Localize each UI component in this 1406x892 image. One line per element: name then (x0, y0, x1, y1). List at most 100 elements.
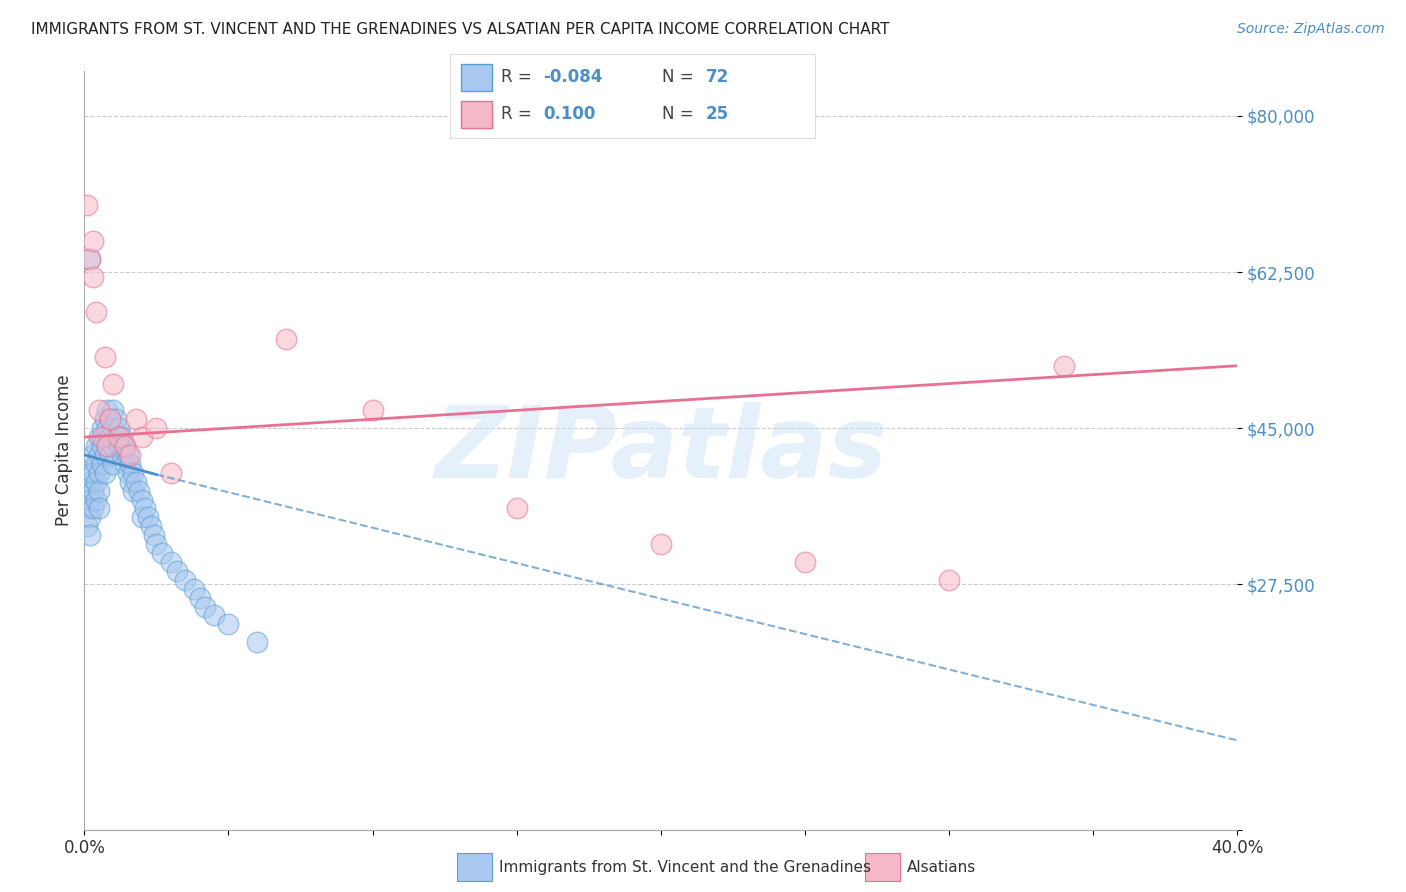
Point (111, 448, 134, 462)
Point (103, 457, 124, 471)
Text: 25: 25 (706, 105, 728, 123)
Point (183, 582, 205, 596)
Point (160, 555, 183, 569)
Point (93, 350, 115, 364)
Point (87, 466, 110, 480)
Point (131, 430, 153, 444)
Point (87, 403, 110, 417)
Point (76, 501, 98, 516)
Point (87, 501, 110, 516)
Text: 72: 72 (706, 68, 730, 87)
Point (174, 573, 197, 587)
Point (120, 448, 142, 462)
Point (108, 439, 131, 453)
Point (79, 466, 101, 480)
Point (794, 555, 817, 569)
Point (84, 305, 107, 319)
Point (1053, 359, 1076, 373)
Point (136, 510, 159, 524)
Point (79, 252, 101, 266)
Point (87, 483, 110, 498)
Point (111, 430, 134, 444)
Point (90, 421, 112, 435)
Y-axis label: Per Capita Income: Per Capita Income (55, 375, 73, 526)
Point (125, 475, 148, 489)
Point (131, 510, 153, 524)
Point (120, 475, 142, 489)
Point (131, 492, 153, 507)
Point (139, 519, 162, 533)
Point (79, 510, 101, 524)
Text: R =: R = (501, 105, 537, 123)
Point (98, 448, 121, 462)
Point (90, 439, 112, 453)
Point (145, 537, 167, 551)
Point (145, 421, 167, 435)
Point (105, 412, 128, 426)
Text: R =: R = (501, 68, 537, 87)
Point (84, 439, 107, 453)
Point (93, 466, 115, 480)
Point (103, 403, 124, 417)
Point (150, 546, 173, 560)
Point (160, 466, 183, 480)
Text: IMMIGRANTS FROM ST. VINCENT AND THE GRENADINES VS ALSATIAN PER CAPITA INCOME COR: IMMIGRANTS FROM ST. VINCENT AND THE GREN… (31, 22, 890, 37)
Point (93, 448, 115, 462)
Point (87, 448, 110, 462)
Text: Immigrants from St. Vincent and the Grenadines: Immigrants from St. Vincent and the Gren… (499, 860, 872, 874)
Point (84, 475, 107, 489)
Point (108, 421, 131, 435)
Point (82, 269, 104, 284)
Point (114, 457, 136, 471)
Point (82, 501, 104, 516)
Point (188, 591, 211, 605)
Point (76, 519, 98, 533)
Point (506, 501, 529, 516)
Point (87, 430, 110, 444)
Point (194, 599, 217, 614)
Point (98, 430, 121, 444)
Point (96, 439, 118, 453)
Point (202, 608, 225, 623)
Point (117, 466, 139, 480)
Point (96, 403, 118, 417)
Point (122, 466, 145, 480)
Text: -0.084: -0.084 (543, 68, 603, 87)
Point (128, 483, 150, 498)
Point (166, 564, 188, 578)
Point (93, 412, 115, 426)
Text: 0.100: 0.100 (543, 105, 596, 123)
Point (938, 573, 960, 587)
Point (122, 483, 145, 498)
Point (98, 412, 121, 426)
Point (98, 412, 121, 426)
Text: Alsatians: Alsatians (907, 860, 976, 874)
Point (79, 492, 101, 507)
Point (105, 430, 128, 444)
Point (650, 537, 672, 551)
Point (82, 466, 104, 480)
Point (79, 252, 101, 266)
Point (134, 501, 156, 516)
Text: ZIPatlas: ZIPatlas (434, 402, 887, 499)
Point (114, 439, 136, 453)
Point (103, 376, 124, 391)
Text: N =: N = (662, 68, 699, 87)
Point (90, 457, 112, 471)
Point (125, 412, 148, 426)
Point (84, 492, 107, 507)
Point (276, 332, 298, 346)
Point (79, 528, 101, 542)
Point (76, 198, 98, 212)
Point (96, 439, 118, 453)
Point (120, 457, 142, 471)
Point (93, 430, 115, 444)
Point (103, 421, 124, 435)
Point (82, 448, 104, 462)
Text: N =: N = (662, 105, 699, 123)
Point (142, 528, 165, 542)
Point (108, 430, 131, 444)
Point (218, 617, 240, 632)
FancyBboxPatch shape (461, 101, 492, 128)
Point (84, 457, 107, 471)
